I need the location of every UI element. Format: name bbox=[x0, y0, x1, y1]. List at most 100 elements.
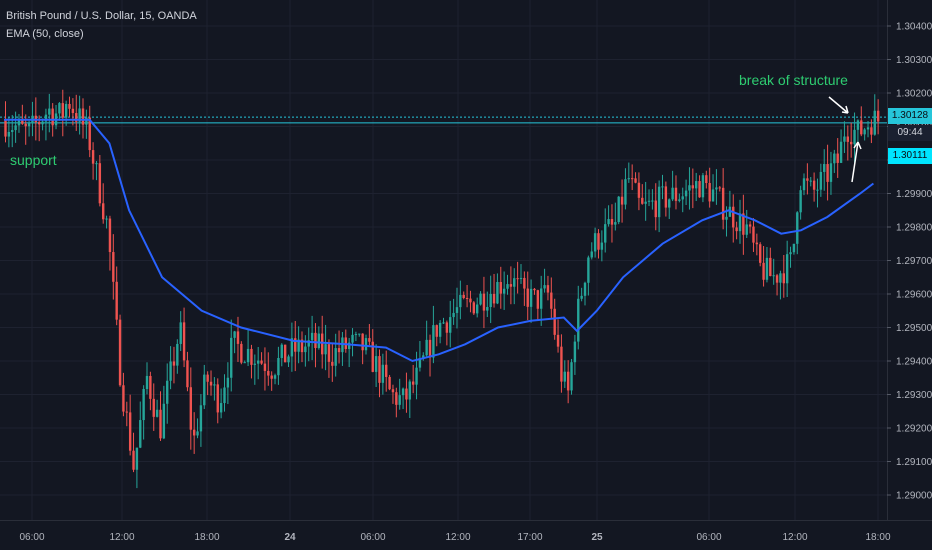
price-tag-level-b: 1.30111 bbox=[888, 148, 932, 164]
candle-body bbox=[256, 360, 260, 364]
candles bbox=[4, 89, 880, 489]
candle-body bbox=[64, 103, 68, 118]
candle-body bbox=[870, 127, 873, 135]
candle-body bbox=[701, 175, 705, 198]
candle-body bbox=[523, 277, 526, 289]
candle-body bbox=[411, 381, 415, 385]
candle-body bbox=[789, 252, 792, 255]
time-tick-label: 06:00 bbox=[19, 532, 44, 543]
candle-body bbox=[51, 108, 54, 126]
candle-body bbox=[506, 284, 509, 289]
price-tick-label: 1.29000 bbox=[896, 491, 932, 502]
candle-body bbox=[300, 339, 304, 353]
candle-body bbox=[580, 295, 583, 299]
candle-body bbox=[122, 385, 125, 412]
candle-body bbox=[209, 381, 213, 386]
candle-body bbox=[192, 429, 196, 436]
candle-body bbox=[536, 290, 540, 309]
candle-body bbox=[358, 333, 361, 335]
candle-body bbox=[849, 141, 853, 145]
candle-body bbox=[826, 164, 829, 182]
candle-body bbox=[563, 371, 566, 382]
candle-body bbox=[385, 364, 388, 377]
price-tick-label: 1.29700 bbox=[896, 256, 932, 267]
candle-body bbox=[715, 187, 718, 190]
candle-body bbox=[44, 114, 48, 122]
candle-body bbox=[273, 375, 277, 379]
candle-body bbox=[839, 141, 843, 163]
candle-body bbox=[169, 361, 172, 381]
horizontal-levels[interactable] bbox=[0, 116, 887, 124]
candle-body bbox=[442, 322, 445, 324]
candle-body bbox=[590, 251, 593, 258]
candle-body bbox=[533, 288, 536, 291]
candle-body bbox=[223, 387, 226, 404]
candle-body bbox=[108, 218, 112, 253]
candle-body bbox=[705, 175, 708, 184]
candle-body bbox=[799, 190, 802, 213]
candle-body bbox=[75, 113, 78, 122]
candle-body bbox=[287, 356, 290, 363]
candle-body bbox=[866, 127, 870, 130]
indicator-label[interactable]: EMA (50, close) bbox=[6, 28, 84, 40]
candle-body bbox=[779, 273, 782, 283]
candle-body bbox=[657, 186, 661, 218]
candle-body bbox=[762, 262, 765, 280]
candle-body bbox=[577, 298, 580, 342]
candle-body bbox=[142, 388, 145, 421]
price-tick-label: 1.29400 bbox=[896, 357, 932, 368]
candle-body bbox=[550, 292, 553, 309]
candle-body bbox=[182, 322, 186, 361]
candle-body bbox=[132, 450, 135, 470]
candle-body bbox=[24, 123, 27, 127]
candle-body bbox=[95, 163, 98, 165]
candle-body bbox=[374, 356, 378, 372]
candle-body bbox=[711, 189, 715, 202]
candle-body bbox=[213, 384, 216, 386]
time-tick-label: 06:00 bbox=[696, 532, 721, 543]
price-tick-label: 1.30200 bbox=[896, 89, 932, 100]
candle-body bbox=[351, 334, 354, 343]
candle-body bbox=[519, 277, 523, 279]
candle-body bbox=[78, 108, 81, 122]
candle-body bbox=[17, 118, 21, 126]
candle-body bbox=[415, 367, 418, 385]
candle-body bbox=[560, 346, 563, 382]
candle-body bbox=[570, 362, 573, 391]
candle-body bbox=[445, 322, 449, 333]
candle-body bbox=[449, 317, 452, 333]
candle-body bbox=[809, 180, 812, 182]
ema-line bbox=[4, 118, 875, 363]
candle-body bbox=[661, 186, 664, 188]
candle-body bbox=[58, 103, 61, 114]
candle-body bbox=[691, 185, 695, 189]
candle-body bbox=[304, 346, 307, 353]
candle-body bbox=[331, 361, 334, 366]
price-tick-label: 1.29500 bbox=[896, 323, 932, 334]
candle-body bbox=[752, 226, 755, 243]
candle-body bbox=[775, 275, 779, 283]
candle-body bbox=[216, 384, 219, 413]
candle-body bbox=[721, 187, 725, 220]
candle-body bbox=[543, 285, 546, 289]
candle-body bbox=[98, 163, 102, 204]
candle-body bbox=[610, 219, 614, 225]
candle-body bbox=[61, 103, 64, 118]
candle-body bbox=[196, 431, 199, 436]
grid bbox=[0, 0, 887, 520]
time-tick-label: 12:00 bbox=[109, 532, 134, 543]
candle-body bbox=[694, 181, 698, 189]
price-tick-label: 1.29900 bbox=[896, 189, 932, 200]
price-tick-label: 1.30400 bbox=[896, 22, 932, 33]
time-tick-label: 12:00 bbox=[445, 532, 470, 543]
time-axis[interactable]: 06:00 12:00 18:00 24 06:00 12:00 17:00 25 06:00 1… bbox=[19, 532, 890, 543]
symbol-title[interactable]: British Pound / U.S. Dollar, 15, OANDA bbox=[6, 10, 197, 22]
candle-body bbox=[145, 375, 149, 389]
candle-body bbox=[684, 190, 688, 197]
candle-body bbox=[725, 216, 728, 220]
candle-body bbox=[398, 395, 401, 405]
break-of-structure-annotation: break of structure bbox=[739, 72, 848, 88]
candle-body bbox=[833, 153, 836, 164]
candle-body bbox=[422, 355, 425, 359]
